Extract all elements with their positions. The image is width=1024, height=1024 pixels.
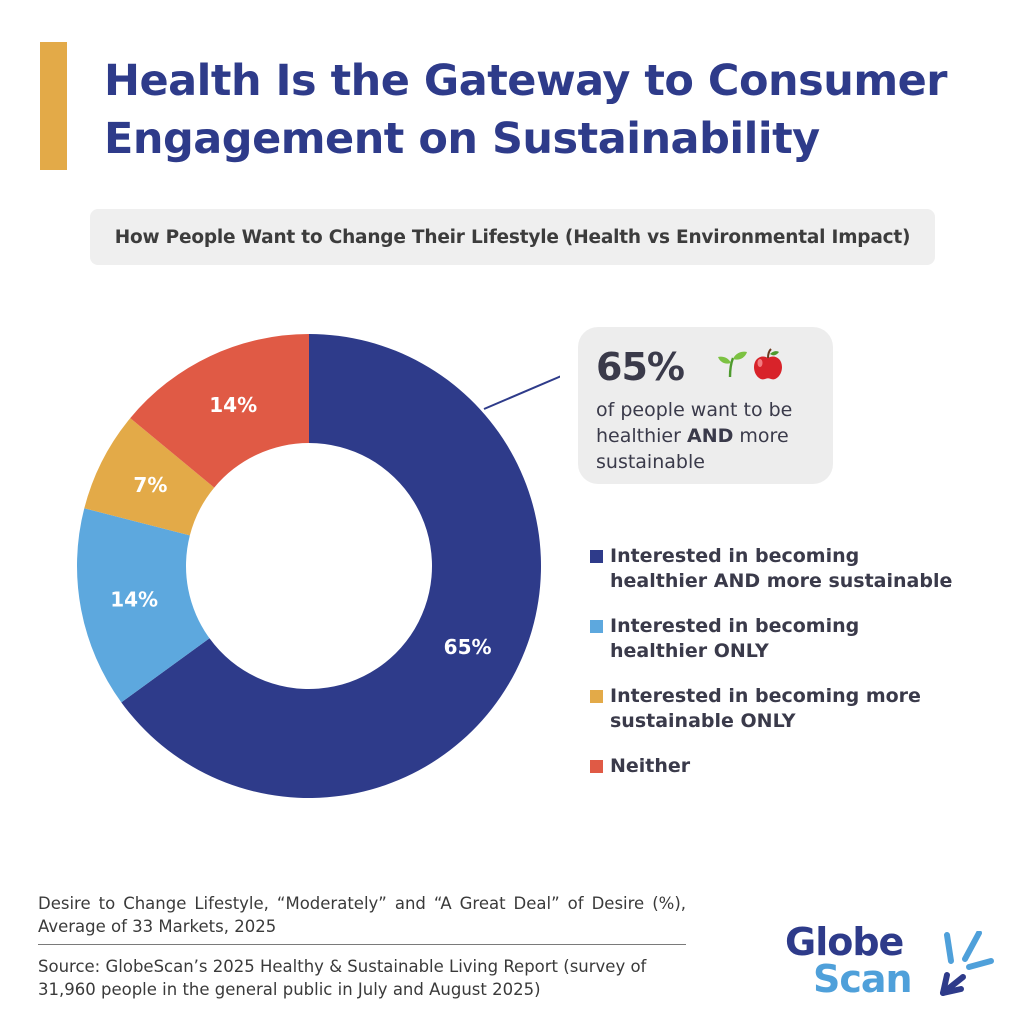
donut-chart: 65% 14% 7% 14% [77, 334, 560, 798]
legend-item: Interested in becoming more sustainable … [590, 684, 990, 734]
legend-item: Interested in becoming healthier ONLY [590, 614, 990, 664]
logo-text-globe: Globe [785, 920, 904, 964]
callout-icons [718, 348, 782, 380]
legend-swatch [590, 760, 603, 773]
legend-swatch [590, 690, 603, 703]
donut-slice [121, 334, 542, 798]
donut-data-label: 14% [110, 587, 158, 611]
callout-value: 65% [596, 345, 685, 389]
legend-label: Interested in becoming healthier ONLY [610, 615, 860, 662]
donut-slice [84, 418, 215, 536]
legend-label: Neither [610, 755, 691, 777]
chart-legend: Interested in becoming healthier AND mor… [590, 544, 990, 799]
donut-slice [130, 334, 309, 488]
logo-text-scan: Scan [813, 957, 913, 1001]
donut-labels: 65% 14% 7% 14% [110, 393, 491, 659]
chart-title: How People Want to Change Their Lifestyl… [114, 226, 911, 248]
legend-item: Interested in becoming healthier AND mor… [590, 544, 990, 594]
donut-data-label: 65% [444, 635, 492, 659]
chart-note: Desire to Change Lifestyle, “Moderately”… [38, 894, 686, 936]
seedling-icon [718, 351, 747, 378]
apple-icon [754, 348, 782, 380]
logo-burst-icon [940, 931, 994, 996]
callout-leader-line [483, 375, 560, 410]
source-text: Source: GlobeScan’s 2025 Healthy & Susta… [38, 957, 647, 999]
callout-box: 65% of people want to be healthier AND m… [578, 327, 833, 484]
legend-swatch [590, 550, 603, 563]
legend-label: Interested in becoming more sustainable … [610, 685, 921, 732]
donut-data-label: 14% [209, 393, 257, 417]
legend-label: Interested in becoming healthier AND mor… [610, 545, 953, 592]
title-line-2: Engagement on Sustainability [104, 114, 820, 164]
chart-title-box: How People Want to Change Their Lifestyl… [90, 209, 935, 265]
title-line-1: Health Is the Gateway to Consumer [104, 56, 948, 106]
legend-item: Neither [590, 754, 990, 779]
donut-slices [77, 334, 542, 798]
callout-text-bold: AND [686, 425, 734, 447]
callout-text: of people want to be healthier AND more … [596, 397, 826, 475]
legend-swatch [590, 620, 603, 633]
title-accent-bar [40, 42, 67, 170]
donut-slice [77, 508, 210, 703]
globescan-logo: Globe Scan [785, 923, 1005, 1003]
callout-text-part2: more sustainable [596, 425, 789, 473]
footer-divider [38, 944, 686, 945]
page-title: Health Is the Gateway to Consumer Engage… [104, 52, 984, 168]
donut-data-label: 7% [133, 473, 167, 497]
callout-text-part1: of people want to be healthier [596, 399, 793, 447]
